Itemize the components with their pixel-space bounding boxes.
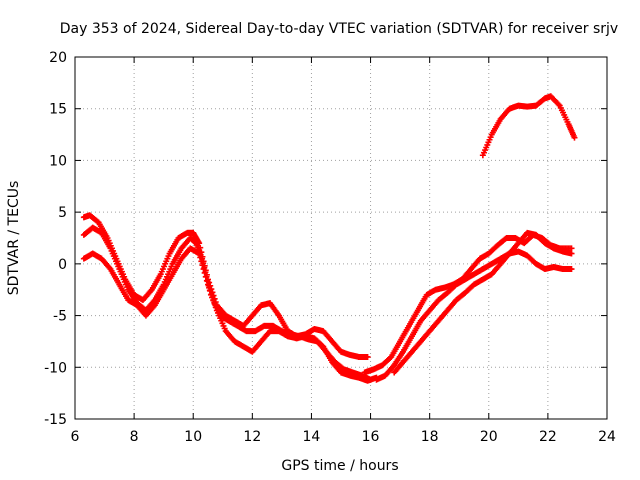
data-point-marker bbox=[212, 304, 219, 311]
y-tick-label: -5 bbox=[53, 309, 67, 325]
y-tick-label: 10 bbox=[49, 153, 67, 169]
data-point-marker bbox=[198, 258, 205, 265]
data-point-marker bbox=[555, 101, 562, 108]
x-tick-label: 22 bbox=[539, 429, 557, 445]
data-point-marker bbox=[202, 273, 209, 280]
data-point-marker bbox=[203, 277, 210, 284]
series-track-g bbox=[479, 93, 578, 159]
x-tick-label: 18 bbox=[421, 429, 439, 445]
x-axis-label: GPS time / hours bbox=[281, 458, 398, 474]
data-point-marker bbox=[571, 134, 578, 141]
chart-title: Day 353 of 2024, Sidereal Day-to-day VTE… bbox=[60, 21, 618, 37]
x-tick-label: 12 bbox=[243, 429, 261, 445]
axis-ticks: 6 8 10 12 14 16 18 20 22 24 -15 -10 -5 0 5 10 15 20 bbox=[44, 50, 616, 445]
y-tick-label: -15 bbox=[44, 412, 67, 428]
y-tick-label: 0 bbox=[58, 257, 67, 273]
data-point-marker bbox=[197, 254, 204, 261]
data-point-marker bbox=[207, 288, 214, 295]
data-markers bbox=[80, 93, 578, 384]
x-tick-label: 10 bbox=[184, 429, 202, 445]
series-track-c bbox=[80, 245, 380, 384]
plot-frame bbox=[74, 56, 608, 420]
series-track-f bbox=[391, 248, 575, 376]
data-point-marker bbox=[199, 262, 206, 269]
data-point-marker bbox=[568, 245, 575, 252]
data-point-marker bbox=[568, 250, 575, 257]
y-tick-label: 20 bbox=[49, 50, 67, 66]
y-tick-label: -10 bbox=[44, 360, 67, 376]
y-tick-label: 15 bbox=[49, 102, 67, 118]
data-point-marker bbox=[210, 297, 217, 304]
x-tick-label: 14 bbox=[303, 429, 321, 445]
data-point-marker bbox=[209, 294, 216, 301]
data-point-marker bbox=[205, 281, 211, 288]
data-point-marker bbox=[364, 353, 371, 360]
data-point-marker bbox=[568, 266, 575, 273]
x-tick-label: 6 bbox=[71, 429, 80, 445]
data-point-marker bbox=[208, 291, 215, 298]
data-point-marker bbox=[211, 300, 218, 307]
y-axis-label: SDTVAR / TECUs bbox=[6, 181, 22, 296]
x-tick-label: 16 bbox=[362, 429, 380, 445]
x-tick-label: 8 bbox=[130, 429, 139, 445]
y-tick-label: 5 bbox=[58, 205, 67, 221]
data-point-marker bbox=[206, 284, 213, 291]
data-point-marker bbox=[196, 250, 203, 257]
data-point-marker bbox=[200, 266, 207, 273]
x-tick-label: 24 bbox=[598, 429, 616, 445]
data-point-marker bbox=[201, 269, 208, 276]
x-tick-label: 20 bbox=[480, 429, 498, 445]
